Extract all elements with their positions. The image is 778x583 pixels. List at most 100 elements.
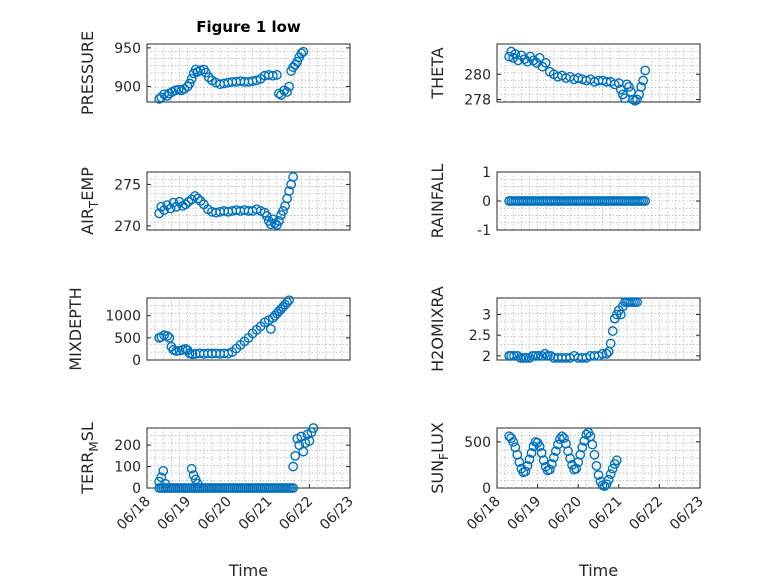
chart-title: Figure 1 low bbox=[196, 18, 301, 36]
y-tick-label: 278 bbox=[464, 92, 491, 108]
data-point bbox=[526, 448, 537, 458]
data-point bbox=[518, 353, 529, 363]
data-point bbox=[508, 436, 519, 447]
y-tick-label: 200 bbox=[114, 438, 141, 454]
x-tick-label: 06/23 bbox=[667, 494, 707, 534]
data-point bbox=[514, 457, 525, 468]
data-point bbox=[284, 295, 294, 306]
y-axis-label: MIXDEPTH bbox=[66, 287, 85, 370]
data-point bbox=[290, 450, 301, 461]
x-tick-label: 06/23 bbox=[317, 494, 357, 534]
data-point bbox=[298, 46, 309, 57]
data-point bbox=[577, 442, 588, 453]
data-point bbox=[509, 350, 519, 361]
data-point bbox=[628, 94, 638, 105]
data-point bbox=[186, 194, 197, 205]
data-point bbox=[274, 215, 284, 226]
data-point bbox=[284, 81, 294, 92]
data-point bbox=[534, 52, 545, 63]
data-point bbox=[154, 208, 165, 219]
data-point bbox=[160, 478, 171, 489]
y-tick-label: 0 bbox=[482, 481, 491, 497]
data-point bbox=[162, 331, 173, 341]
data-point bbox=[640, 196, 651, 206]
data-point bbox=[565, 453, 575, 464]
data-point bbox=[159, 205, 169, 216]
data-point bbox=[195, 196, 206, 206]
data-point bbox=[624, 81, 634, 92]
data-point bbox=[597, 348, 608, 359]
data-point bbox=[632, 297, 642, 308]
data-point bbox=[506, 350, 517, 361]
data-point bbox=[540, 58, 551, 68]
data-point bbox=[607, 326, 618, 336]
data-point bbox=[593, 470, 604, 480]
data-point bbox=[282, 87, 292, 97]
data-point bbox=[288, 172, 299, 182]
y-tick-label: 2.5 bbox=[469, 328, 491, 344]
y-axis-label: RAINFALL bbox=[428, 164, 447, 239]
data-point bbox=[187, 349, 198, 360]
y-tick-label: 0 bbox=[132, 353, 141, 369]
data-point bbox=[510, 49, 521, 59]
y-tick-label: 900 bbox=[114, 80, 141, 96]
subplot-sun_flux: 0 500 06/18 06/19 06/20 06/21 06/22 06/23 SUNFLU… bbox=[428, 422, 707, 580]
data-point bbox=[548, 452, 559, 463]
data-point bbox=[533, 350, 544, 361]
subplot-mixdepth: 0 500 1000 MIXDEPTH bbox=[66, 287, 351, 371]
data-point bbox=[504, 51, 515, 62]
data-point bbox=[601, 348, 612, 359]
data-point bbox=[609, 79, 620, 90]
y-axis-label: AIRTEMP bbox=[78, 167, 101, 235]
data-point bbox=[557, 431, 567, 442]
x-tick-label: 06/22 bbox=[276, 494, 316, 534]
data-point bbox=[186, 463, 197, 474]
data-point bbox=[513, 55, 524, 66]
data-point bbox=[267, 70, 278, 81]
data-point bbox=[192, 193, 203, 204]
data-point bbox=[555, 434, 565, 444]
x-tick-label: 06/18 bbox=[114, 494, 154, 534]
data-point bbox=[190, 191, 200, 201]
y-axis-label: SUNFLUX bbox=[428, 422, 451, 494]
data-point bbox=[605, 469, 616, 480]
y-axis-label: H2OMIXRA bbox=[428, 286, 447, 372]
data-point bbox=[171, 346, 182, 357]
data-point bbox=[158, 465, 169, 476]
data-point bbox=[538, 455, 549, 466]
y-tick-label: 270 bbox=[114, 219, 141, 235]
x-tick-label: 06/19 bbox=[155, 494, 195, 534]
y-tick-label: 2 bbox=[482, 349, 491, 365]
y-tick-label: 1000 bbox=[105, 309, 141, 325]
subplot-terr_msl: 0 100 200 06/18 06/19 06/20 06/21 06/22 06/23 TER… bbox=[78, 422, 357, 580]
data-point bbox=[521, 353, 532, 363]
data-point bbox=[522, 460, 533, 471]
data-point bbox=[186, 73, 197, 84]
data-point bbox=[571, 463, 582, 474]
data-point bbox=[591, 460, 602, 471]
y-tick-label: 500 bbox=[114, 331, 141, 347]
subplot-theta: 278 280 THETA bbox=[428, 43, 701, 108]
data-point bbox=[180, 199, 191, 210]
x-tick-label: 06/21 bbox=[236, 494, 276, 534]
data-point bbox=[611, 455, 622, 466]
data-point bbox=[632, 94, 642, 105]
data-point bbox=[530, 350, 541, 361]
data-point bbox=[622, 79, 632, 90]
data-point bbox=[603, 474, 614, 485]
y-tick-label: 0 bbox=[132, 481, 141, 497]
x-tick-label: 06/22 bbox=[626, 494, 666, 534]
data-point bbox=[550, 446, 561, 456]
y-tick-label: 0 bbox=[482, 194, 491, 210]
y-tick-label: 3 bbox=[482, 308, 491, 324]
data-point bbox=[184, 78, 195, 89]
data-point bbox=[165, 203, 176, 214]
data-point bbox=[559, 433, 569, 444]
data-point bbox=[265, 219, 276, 230]
data-point bbox=[546, 459, 557, 469]
subplot-air_temp: 270 275 AIRTEMP bbox=[78, 167, 351, 235]
data-point bbox=[579, 436, 590, 446]
data-point bbox=[640, 65, 651, 76]
x-tick-label: 06/18 bbox=[464, 494, 504, 534]
